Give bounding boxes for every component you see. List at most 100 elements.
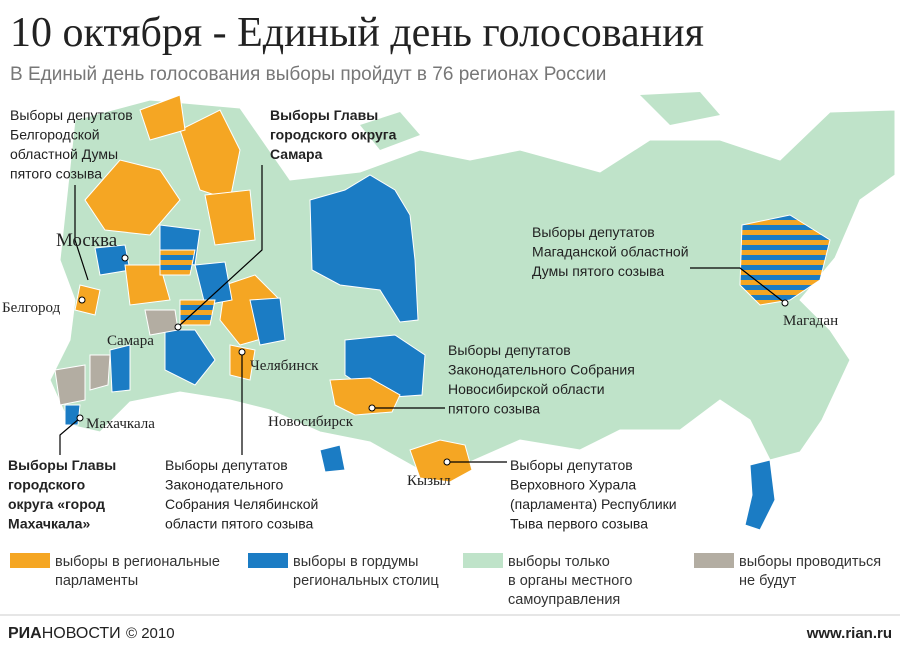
annotation: Выборы Главы городского округа «город Махач… xyxy=(8,457,116,532)
legend-line: выборы в региональные xyxy=(55,554,220,570)
annotation: Выборы депутатов Белгородской областной Ду… xyxy=(10,107,133,182)
region xyxy=(74,284,101,316)
city-label: Кызыл xyxy=(407,473,451,489)
leader-line xyxy=(59,417,81,455)
legend-label: выборы в гордумы региональных столиц xyxy=(293,554,439,589)
map-labels: Москва Белгород Самара Махачкала Челябинск Но… xyxy=(2,107,838,532)
logo-part: НОВОСТИ xyxy=(42,625,121,642)
region xyxy=(164,329,216,386)
annotation-line: пятого созыва xyxy=(448,401,540,417)
legend-line: парламенты xyxy=(55,573,138,589)
annotation-line: Выборы депутатов xyxy=(10,107,133,123)
title: 10 октября - Единый день голосования xyxy=(10,10,704,56)
city-label: Махачкала xyxy=(86,416,155,432)
city-label: Магадан xyxy=(783,313,838,329)
region xyxy=(54,364,86,406)
legend-line: самоуправления xyxy=(508,592,620,608)
copyright: © 2010 xyxy=(126,625,175,642)
region xyxy=(739,214,831,306)
city-dot xyxy=(78,296,86,304)
legend-label: выборы в региональные парламенты xyxy=(55,554,220,589)
legend-line: не будут xyxy=(739,573,797,589)
annotation: Выборы Главы городского округа Самара xyxy=(270,107,397,162)
legend-line: выборы только xyxy=(508,554,610,570)
region xyxy=(249,297,286,346)
region xyxy=(179,109,241,201)
annotation-line: Выборы Главы xyxy=(8,457,116,473)
region xyxy=(64,404,81,426)
annotation-line: Выборы депутатов xyxy=(510,457,633,473)
region xyxy=(319,444,346,473)
legend-swatch xyxy=(10,553,50,568)
region xyxy=(109,344,131,393)
city-label: Самара xyxy=(107,333,154,349)
region xyxy=(139,94,186,141)
annotation-line: Самара xyxy=(270,146,323,162)
city-dot xyxy=(368,404,376,412)
city-label: Москва xyxy=(56,230,118,251)
annotation-line: Верховного Хурала xyxy=(510,477,636,493)
annotation-line: Выборы депутатов xyxy=(532,224,655,240)
annotation-line: Новосибирской области xyxy=(448,381,605,397)
region xyxy=(84,159,181,236)
annotation-line: Белгородской xyxy=(10,127,100,143)
city-dot xyxy=(443,458,451,466)
annotation-line: Тыва первого созыва xyxy=(510,516,648,532)
territory xyxy=(640,92,720,125)
city-dot xyxy=(121,254,129,262)
region xyxy=(194,261,233,306)
map xyxy=(49,92,896,531)
leader-line xyxy=(74,185,89,281)
region xyxy=(144,309,179,336)
region xyxy=(329,377,401,416)
legend-swatch xyxy=(248,553,288,568)
annotation-line: Махачкала» xyxy=(8,516,90,532)
region xyxy=(179,299,216,326)
city-dot xyxy=(238,348,246,356)
logo-part: РИА xyxy=(8,625,42,642)
annotation: Выборы депутатов Законодательного Собрания… xyxy=(165,457,318,532)
annotation-line: (парламента) Республики xyxy=(510,496,677,512)
annotation-line: округа «город xyxy=(8,496,105,512)
url: www.rian.ru xyxy=(806,625,892,642)
annotation-line: Выборы Главы xyxy=(270,107,378,123)
region xyxy=(89,354,111,391)
leader-line xyxy=(179,165,263,326)
region xyxy=(159,249,196,276)
legend-label: выборы проводиться не будут xyxy=(739,554,881,589)
annotation-line: Магаданской областной xyxy=(532,244,689,260)
city-label: Челябинск xyxy=(250,358,319,374)
city-label: Белгород xyxy=(2,300,61,316)
legend-line: в органы местного xyxy=(508,573,632,589)
territory xyxy=(49,99,896,471)
annotation-line: области пятого созыва xyxy=(165,516,313,532)
annotation-line: областной Думы xyxy=(10,146,118,162)
annotation: Выборы депутатов Законодательного Собрани… xyxy=(448,342,635,417)
annotation-line: Законодательного xyxy=(165,477,284,493)
annotation-line: городского xyxy=(8,477,85,493)
legend-label: выборы только в органы местного самоуправл… xyxy=(508,554,632,608)
annotation-line: пятого созыва xyxy=(10,166,102,182)
legend-swatch xyxy=(463,553,503,568)
region xyxy=(309,174,419,323)
annotation-line: Выборы депутатов xyxy=(448,342,571,358)
legend-line: региональных столиц xyxy=(293,573,439,589)
city-dot xyxy=(174,323,182,331)
city-label: Новосибирск xyxy=(268,414,354,430)
logo: РИАНОВОСТИ xyxy=(8,625,121,642)
territory xyxy=(360,112,420,150)
annotation: Выборы депутатов Верховного Хурала (парлам… xyxy=(510,457,677,532)
legend-line: выборы в гордумы xyxy=(293,554,418,570)
annotation-line: городского округа xyxy=(270,127,397,143)
annotation-line: Думы пятого созыва xyxy=(532,263,664,279)
annotation-line: Выборы депутатов xyxy=(165,457,288,473)
annotation: Выборы депутатов Магаданской областной Дум… xyxy=(532,224,689,279)
region xyxy=(204,189,256,246)
legend-line: выборы проводиться xyxy=(739,554,881,570)
region xyxy=(744,459,776,531)
subtitle: В Единый день голосования выборы пройдут… xyxy=(10,64,606,85)
city-dot xyxy=(76,414,84,422)
region xyxy=(409,439,473,483)
